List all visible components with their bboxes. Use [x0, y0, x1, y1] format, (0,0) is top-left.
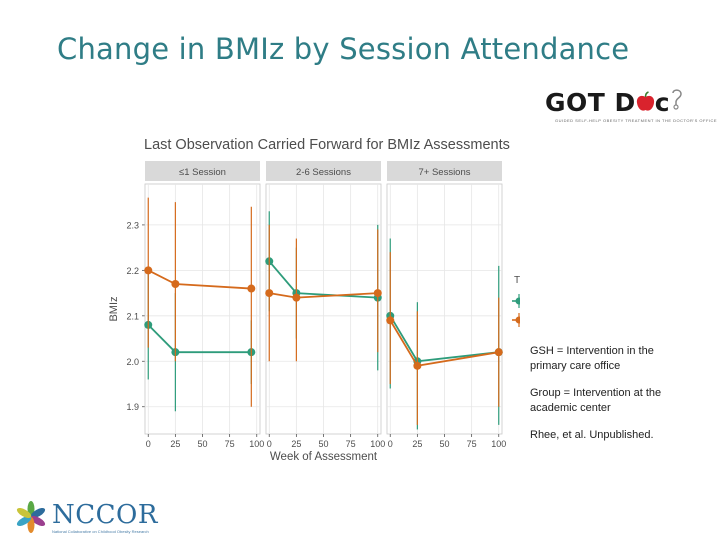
note-citation: Rhee, et al. Unpublished. — [530, 429, 654, 441]
y-tick-label: 2.3 — [126, 220, 139, 230]
x-axis-label: Week of Assessment — [270, 451, 378, 460]
nccor-flower-icon — [14, 500, 48, 539]
x-tick-label: 25 — [170, 439, 180, 449]
x-tick-label: 75 — [346, 439, 356, 449]
data-point-gsh — [247, 284, 256, 293]
legend-title: Treatment — [514, 275, 520, 286]
note-gsh: GSH = Intervention in the primary care o… — [530, 345, 654, 372]
got-doc-tagline: GUIDED SELF-HELP OBESITY TREATMENT IN TH… — [555, 118, 718, 123]
facet-label: ≤1 Session — [179, 167, 226, 178]
data-point-gsh — [265, 289, 274, 298]
chart-title: Last Observation Carried Forward for BMI… — [144, 137, 510, 153]
facet-label: 7+ Sessions — [418, 167, 470, 178]
y-tick-label: 2.1 — [126, 311, 139, 321]
x-tick-label: 75 — [467, 439, 477, 449]
got-doc-logo-text: GOT D — [545, 88, 636, 117]
data-point-gsh — [171, 280, 180, 288]
apple-icon — [636, 91, 655, 111]
stethoscope-icon — [670, 89, 684, 116]
facet-strip — [266, 161, 381, 181]
data-point-gsh — [373, 289, 382, 298]
note-group: Group = Intervention at the academic cen… — [530, 387, 662, 414]
x-tick-label: 100 — [491, 439, 506, 449]
x-tick-label: 50 — [197, 439, 207, 449]
got-doc-logo: GOT D c GUIDED SELF-HELP OBESITY TREATME… — [545, 88, 717, 130]
data-point-gsh — [292, 293, 301, 302]
legend-key-point-group — [515, 297, 520, 305]
nccor-logo-text: NCCOR — [52, 500, 158, 530]
data-point-gsh — [386, 316, 395, 325]
nccor-tagline: National Collaborative on Childhood Obes… — [52, 529, 149, 534]
data-point-gsh — [144, 266, 153, 275]
x-tick-label: 50 — [318, 439, 328, 449]
x-tick-label: 0 — [267, 439, 272, 449]
y-axis-label: BMIz — [108, 296, 120, 321]
y-tick-label: 2.2 — [126, 266, 139, 276]
x-tick-label: 0 — [146, 439, 151, 449]
legend-key-point-gsh — [515, 316, 520, 324]
chart: Last Observation Carried Forward for BMI… — [108, 137, 520, 460]
nccor-logo: NCCOR National Collaborative on Childhoo… — [14, 496, 174, 538]
y-tick-label: 2.0 — [126, 357, 139, 367]
facet-strip — [387, 161, 502, 181]
data-point-gsh — [494, 348, 503, 357]
x-tick-label: 25 — [291, 439, 301, 449]
y-tick-label: 1.9 — [126, 402, 139, 412]
x-tick-label: 75 — [225, 439, 235, 449]
x-tick-label: 100 — [249, 439, 264, 449]
slide-title: Change in BMIz by Session Attendance — [57, 32, 630, 66]
x-tick-label: 0 — [388, 439, 393, 449]
x-tick-label: 50 — [439, 439, 449, 449]
notes: GSH = Intervention in the primary care o… — [530, 344, 690, 455]
facet-strip — [145, 161, 260, 181]
facet-label: 2-6 Sessions — [296, 167, 351, 178]
got-doc-logo-tail: c — [654, 88, 671, 117]
x-tick-label: 100 — [370, 439, 385, 449]
x-tick-label: 25 — [412, 439, 422, 449]
data-point-gsh — [413, 361, 422, 370]
